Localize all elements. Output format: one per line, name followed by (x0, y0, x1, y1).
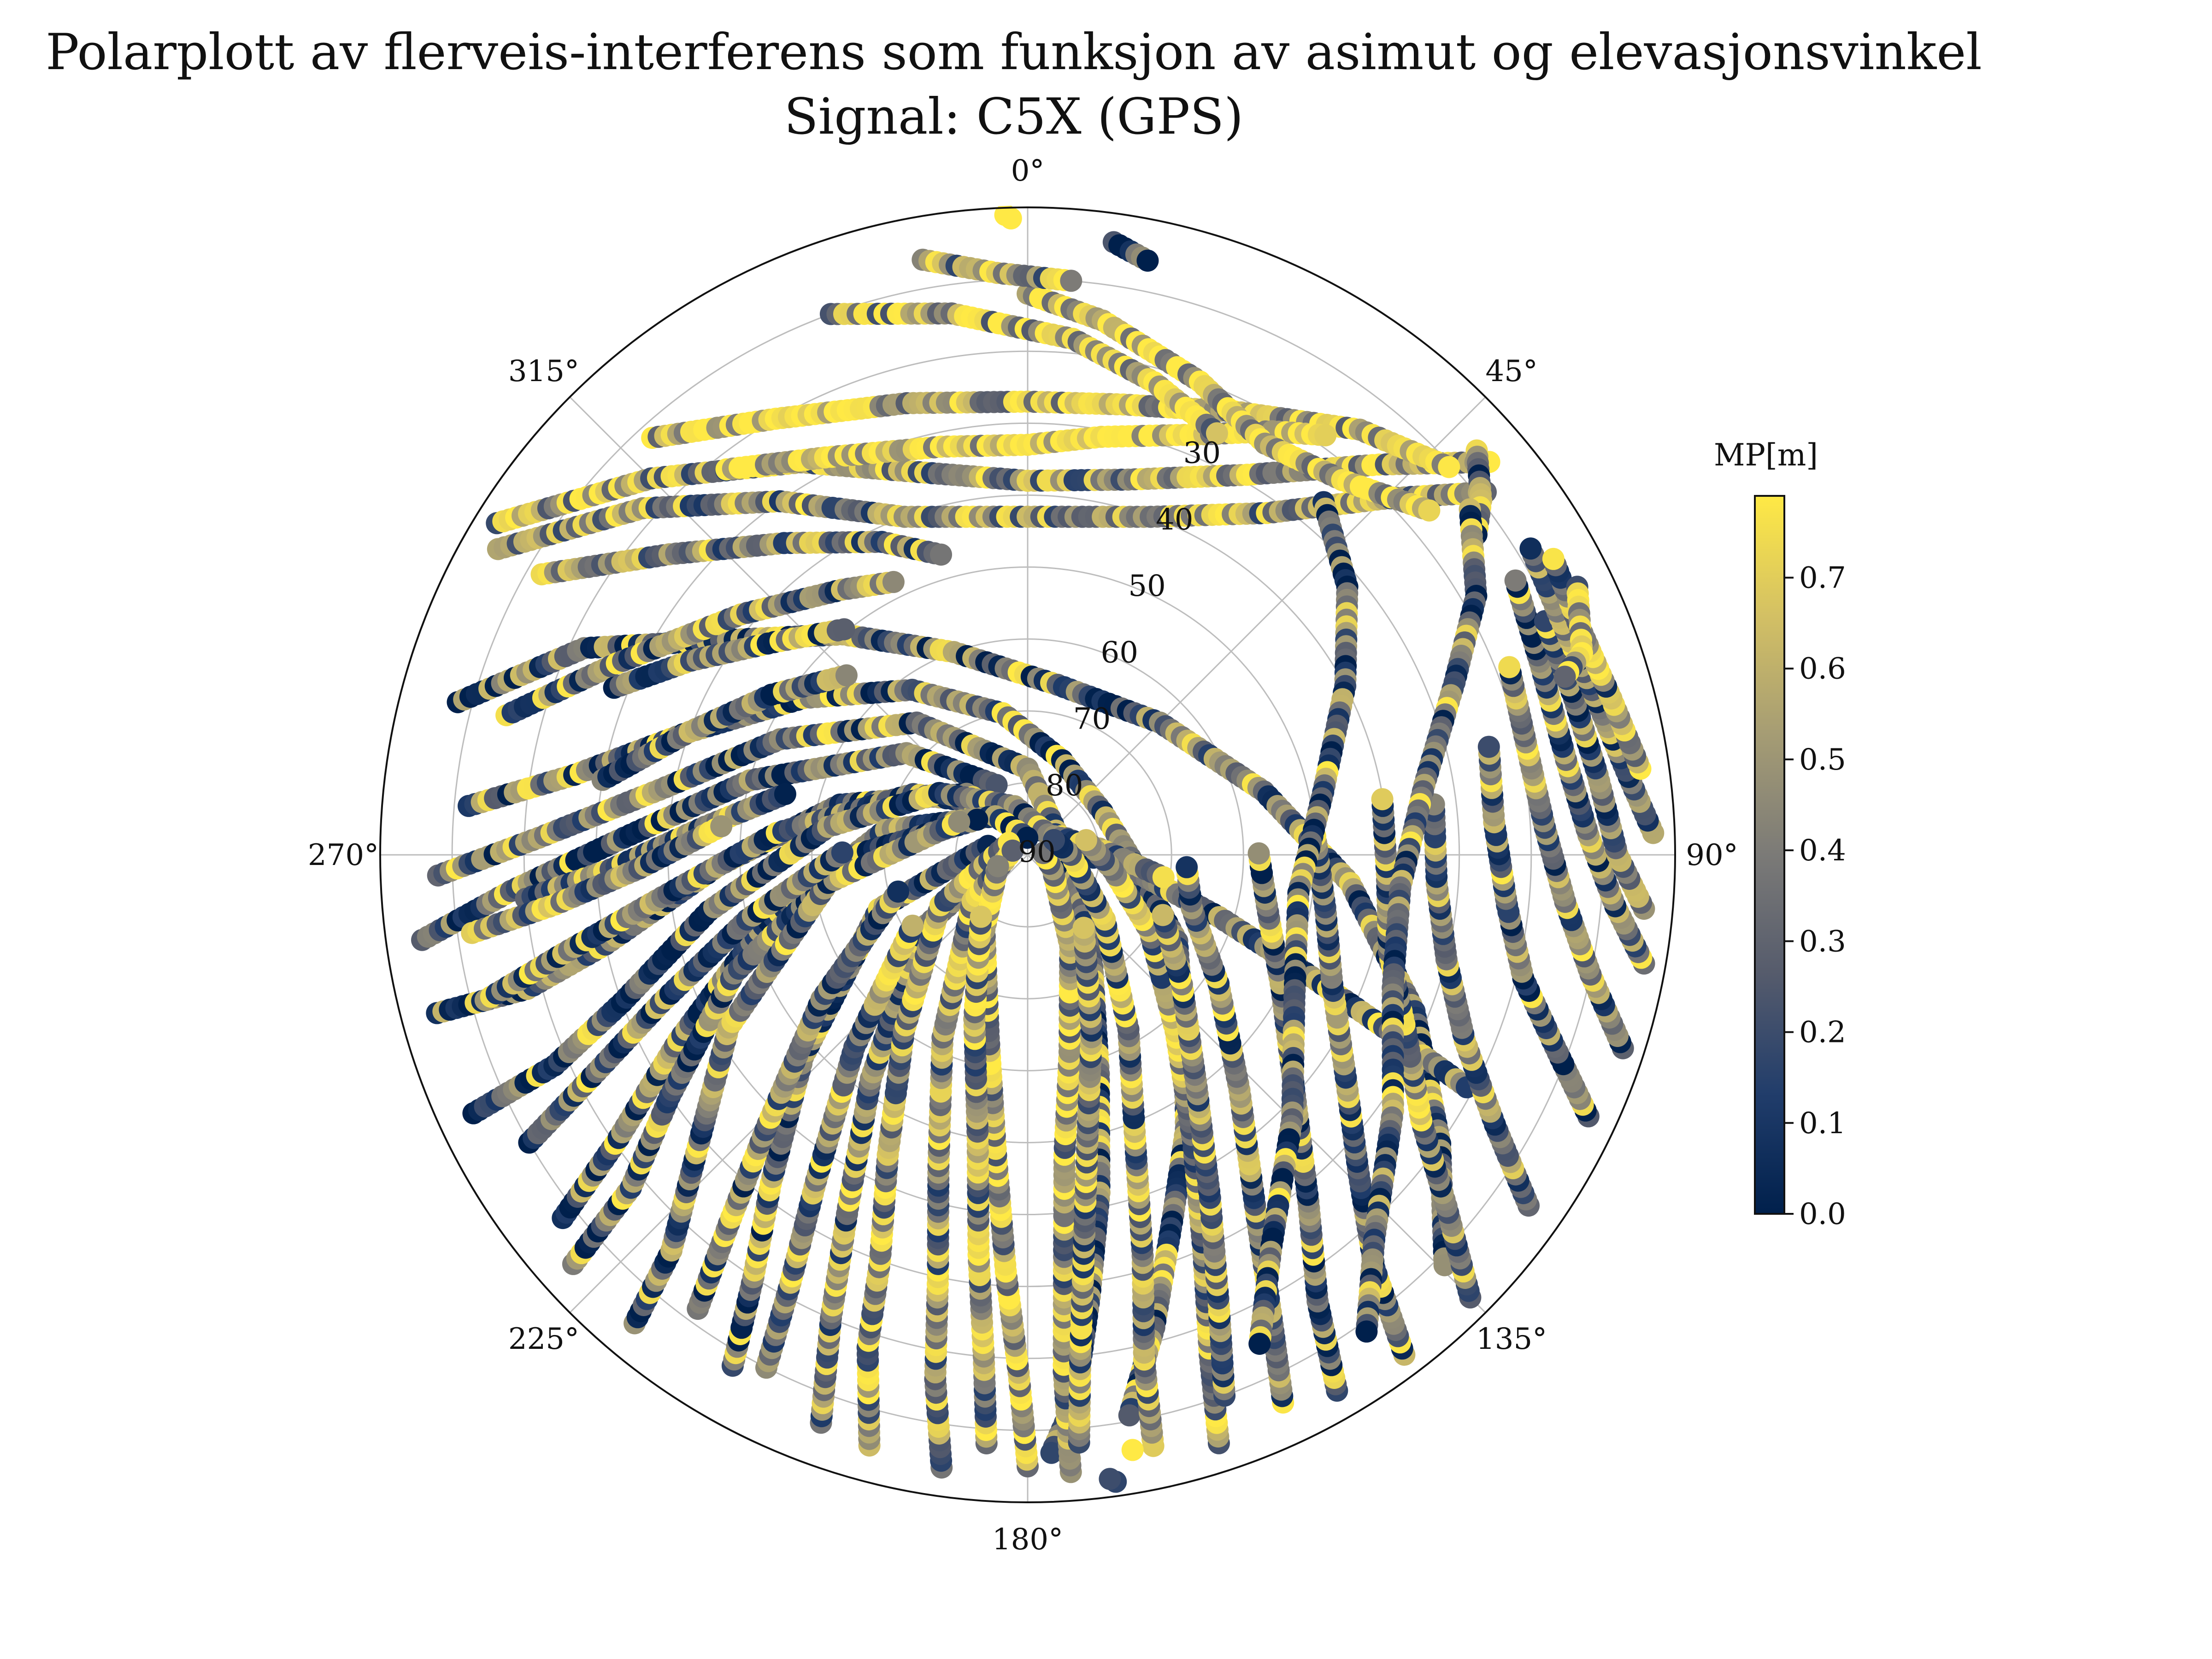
scatter-point (1118, 1404, 1141, 1427)
scatter-point (1099, 1468, 1121, 1490)
scatter-point (1060, 270, 1082, 292)
scatter-point (1121, 1439, 1144, 1461)
scatter-point (833, 618, 855, 641)
scatter-point (1152, 904, 1174, 926)
angular-tick-label: 0° (1011, 154, 1045, 188)
scatter-point (710, 815, 733, 837)
scatter-point (831, 841, 853, 864)
scatter-point (835, 664, 858, 687)
colorbar-tick-label: 0.1 (1799, 1106, 1846, 1141)
scatter-point (1000, 207, 1022, 229)
radial-tick-label: 90 (1018, 835, 1055, 869)
angular-tick-label: 180° (992, 1523, 1063, 1557)
scatter-point (1371, 788, 1394, 811)
colorbar-tick-label: 0.5 (1799, 743, 1846, 777)
colorbar-tick-label: 0.0 (1799, 1197, 1846, 1231)
angular-tick-label: 45° (1485, 354, 1537, 388)
scatter-point (1072, 917, 1095, 939)
scatter-point (1477, 735, 1500, 758)
angular-tick-label: 90° (1686, 838, 1738, 872)
scatter-point (1314, 424, 1337, 447)
scatter-point (1075, 829, 1097, 851)
scatter-point (1438, 456, 1460, 478)
scatter-point (1504, 569, 1527, 592)
angular-tick-label: 135° (1476, 1322, 1547, 1356)
chart-subtitle: Signal: C5X (GPS) (784, 88, 1244, 146)
radial-tick-label: 40 (1156, 503, 1193, 537)
scatter-point (948, 811, 971, 833)
radial-tick-label: 70 (1073, 702, 1111, 736)
scatter-point (930, 543, 952, 566)
colorbar-tick-label: 0.4 (1799, 834, 1846, 868)
scatter-point (1176, 856, 1198, 878)
scatter-point (1136, 249, 1159, 272)
scatter-point (987, 855, 1009, 877)
colorbar-tick-label: 0.2 (1799, 1016, 1846, 1050)
chart-title: Polarplott av flerveis-interferens som f… (46, 24, 1982, 81)
radial-tick-label: 80 (1046, 769, 1083, 803)
scatter-point (1553, 665, 1576, 688)
colorbar-label: MP[m] (1714, 437, 1818, 473)
scatter-point (1498, 656, 1521, 678)
scatter-point (1519, 537, 1542, 560)
scatter-point (1542, 547, 1565, 570)
scatter-point (1248, 1333, 1271, 1355)
scatter-point (901, 914, 924, 937)
scatter-point (970, 906, 992, 928)
scatter-point (882, 571, 905, 593)
scatter-point (1152, 866, 1175, 888)
scatter-point (1418, 499, 1441, 522)
radial-tick-label: 60 (1100, 635, 1138, 670)
angular-tick-label: 315° (508, 354, 579, 388)
colorbar-tick-label: 0.7 (1799, 561, 1846, 595)
colorbar-gradient (1754, 495, 1785, 1215)
scatter-point (1355, 1320, 1378, 1343)
angular-tick-label: 270° (308, 838, 379, 872)
colorbar-tick-label: 0.6 (1799, 652, 1846, 686)
angular-tick-label: 225° (508, 1322, 579, 1356)
scatter-point (1206, 422, 1228, 445)
radial-tick-label: 50 (1128, 569, 1165, 603)
colorbar-tick-label: 0.3 (1799, 924, 1846, 959)
scatter-point (887, 880, 909, 903)
scatter-point (1247, 842, 1270, 865)
scatter-points (411, 206, 1665, 1493)
scatter-point (774, 783, 796, 806)
radial-tick-label: 30 (1183, 436, 1221, 471)
